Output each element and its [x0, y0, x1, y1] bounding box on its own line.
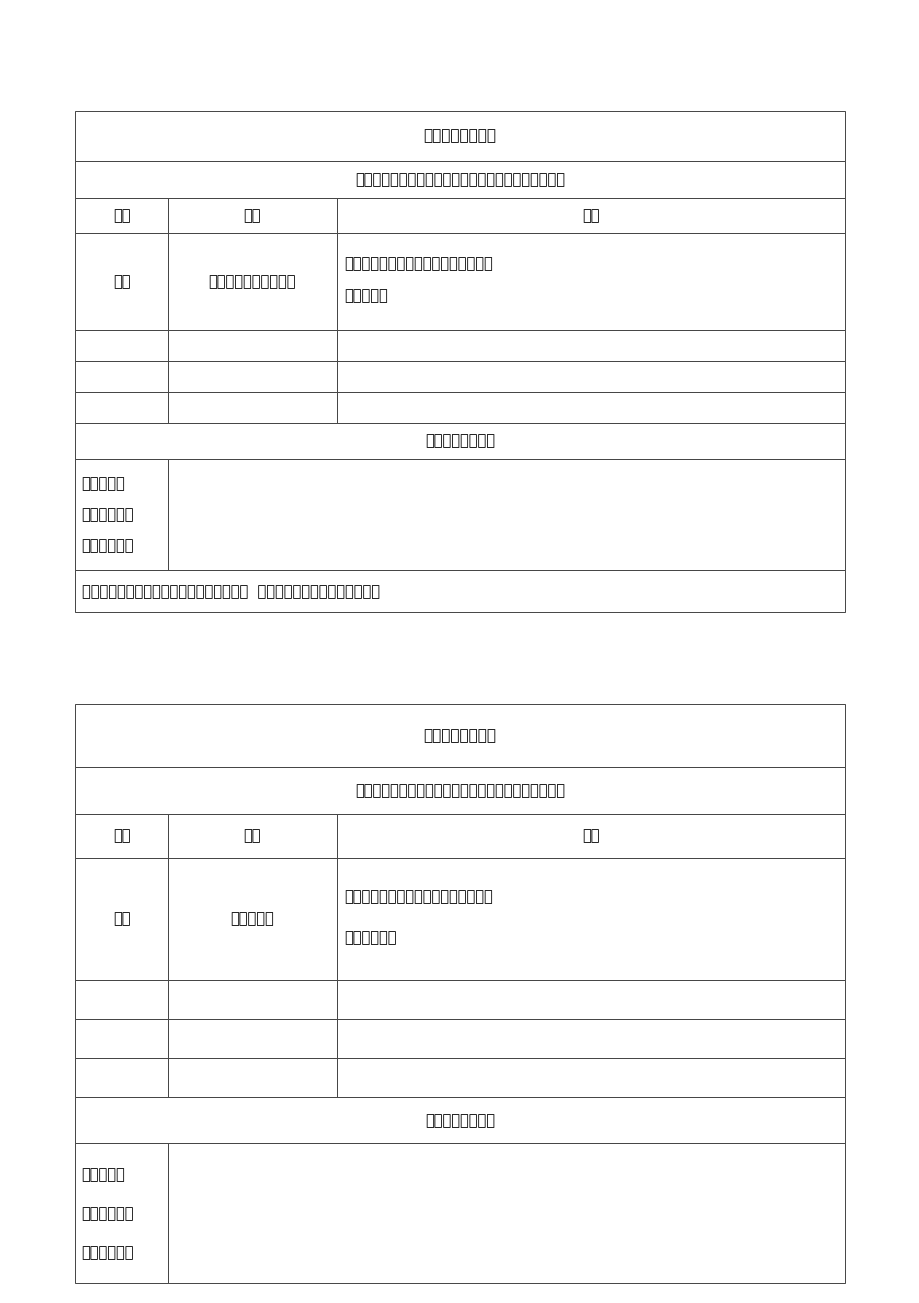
Bar: [75, 361, 167, 392]
Bar: [167, 1019, 336, 1058]
Bar: [75, 330, 167, 361]
Bar: [75, 1019, 167, 1058]
Bar: [167, 1143, 844, 1283]
Bar: [75, 1143, 167, 1283]
Bar: [336, 1058, 844, 1097]
Bar: [75, 459, 167, 571]
Bar: [75, 571, 844, 612]
Bar: [75, 198, 167, 233]
Text: 西藏气候早午温差大，所以才有早穿棉: 西藏气候早午温差大，所以才有早穿棉: [344, 257, 493, 271]
Text: 鸭血粉丝汤: 鸭血粉丝汤: [231, 912, 274, 926]
Bar: [167, 857, 336, 980]
Text: 地区: 地区: [113, 208, 130, 223]
Bar: [167, 459, 844, 571]
Bar: [336, 980, 844, 1019]
Text: 祆午穿纱。: 祆午穿纱。: [344, 288, 388, 304]
Text: 获（感受）到: 获（感受）到: [81, 538, 133, 554]
Text: 原因: 原因: [582, 829, 599, 843]
Bar: [167, 198, 336, 233]
Text: 探究问题：自然环境是如何影响并决定人们的服饰的？: 探究问题：自然环境是如何影响并决定人们的服饰的？: [355, 172, 564, 188]
Bar: [75, 767, 844, 813]
Bar: [75, 704, 844, 767]
Text: 通过对饮食: 通过对饮食: [81, 1166, 125, 1182]
Text: 饮食: 饮食: [244, 829, 261, 843]
Text: 获（感受）到: 获（感受）到: [81, 1246, 133, 1260]
Text: 探究收获（感受）: 探究收获（感受）: [425, 1113, 494, 1128]
Bar: [167, 1058, 336, 1097]
Bar: [167, 233, 336, 330]
Bar: [167, 813, 336, 857]
Text: 南京: 南京: [113, 912, 130, 926]
Bar: [167, 392, 336, 422]
Text: 通过对服饰: 通过对服饰: [81, 476, 125, 491]
Bar: [75, 392, 167, 422]
Bar: [75, 857, 167, 980]
Bar: [336, 1019, 844, 1058]
Bar: [75, 111, 844, 162]
Text: 探究任务单（食）: 探究任务单（食）: [423, 728, 496, 743]
Bar: [75, 1058, 167, 1097]
Bar: [336, 813, 844, 857]
Bar: [336, 198, 844, 233]
Text: 的探究，我收: 的探究，我收: [81, 507, 133, 523]
Bar: [75, 1097, 844, 1143]
Bar: [336, 361, 844, 392]
Text: 服饰: 服饰: [244, 208, 261, 223]
Text: 探究任务单（衣）: 探究任务单（衣）: [423, 129, 496, 143]
Text: 适合养鸭子。: 适合养鸭子。: [344, 930, 396, 945]
Bar: [167, 330, 336, 361]
Text: 坎肩大衣（图片展示）: 坎肩大衣（图片展示）: [209, 274, 296, 289]
Bar: [75, 422, 844, 459]
Bar: [336, 330, 844, 361]
Bar: [167, 980, 336, 1019]
Bar: [75, 813, 167, 857]
Bar: [336, 857, 844, 980]
Bar: [167, 361, 336, 392]
Text: 南京地处长江中下游平原，湖泊众多，: 南京地处长江中下游平原，湖泊众多，: [344, 890, 493, 904]
Bar: [75, 233, 167, 330]
Bar: [75, 162, 844, 198]
Text: 的探究，我收: 的探究，我收: [81, 1205, 133, 1221]
Text: 地区: 地区: [113, 829, 130, 843]
Text: 探究收获（感受）: 探究收获（感受）: [425, 434, 494, 448]
Bar: [336, 392, 844, 422]
Bar: [75, 980, 167, 1019]
Text: 提示：汇报时可以用图片、文字、视频、歌  庆舞、即兴表演等多种方式展示: 提示：汇报时可以用图片、文字、视频、歌 庆舞、即兴表演等多种方式展示: [82, 584, 380, 599]
Bar: [336, 233, 844, 330]
Text: 探究问题：自然环境是如何影响并决定人们的饮食的？: 探究问题：自然环境是如何影响并决定人们的饮食的？: [355, 783, 564, 797]
Text: 西藏: 西藏: [113, 274, 130, 289]
Text: 原因: 原因: [582, 208, 599, 223]
